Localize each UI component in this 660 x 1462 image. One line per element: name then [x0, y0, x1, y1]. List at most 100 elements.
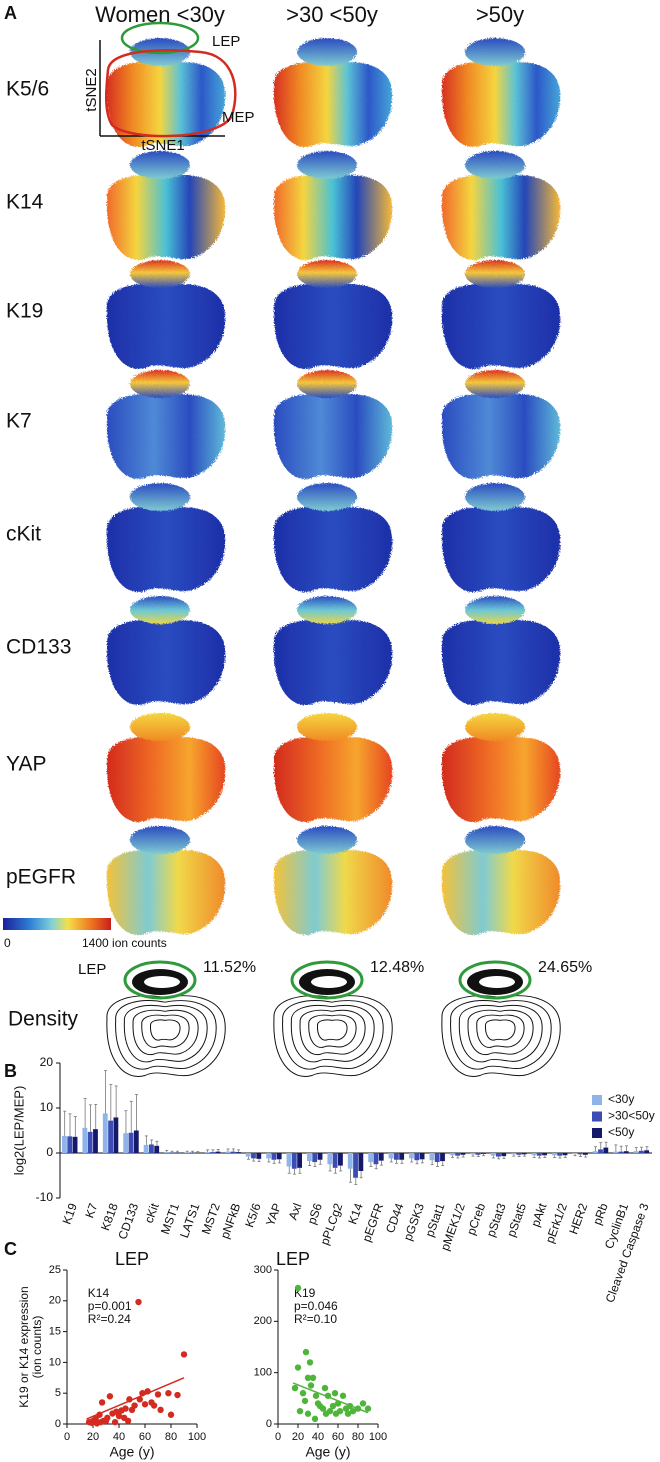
bar — [434, 1153, 440, 1162]
row-label: YAP — [6, 753, 46, 776]
tsne-map — [441, 826, 561, 936]
colorbar-max: 1400 ion counts — [82, 936, 167, 950]
density-contour — [458, 1004, 543, 1063]
density-label: Density — [8, 1008, 79, 1031]
bar — [245, 1153, 251, 1157]
point — [319, 1405, 327, 1412]
legend-swatch — [592, 1095, 602, 1105]
bar — [210, 1152, 216, 1153]
lep-label: LEP — [212, 33, 240, 50]
bar — [388, 1153, 394, 1159]
bar — [286, 1153, 292, 1167]
bar — [225, 1151, 231, 1153]
tsne-body — [106, 507, 226, 593]
y-tick-label: 0 — [266, 1418, 272, 1430]
tsne-body — [441, 62, 561, 148]
chart-title: LEP — [115, 1249, 149, 1269]
tsne-map — [273, 826, 393, 936]
tsne1-label: tSNE1 — [141, 137, 184, 154]
bar — [358, 1153, 364, 1171]
tsne-map — [273, 370, 393, 480]
x-tick-label: K19 — [60, 1201, 81, 1226]
panel-label: A — [4, 3, 17, 23]
bar — [312, 1153, 318, 1162]
mep-label: MEP — [222, 109, 255, 126]
y-tick-label: 20 — [40, 1055, 54, 1069]
point — [321, 1384, 329, 1392]
bar — [72, 1136, 78, 1153]
x-tick-label: pRb — [590, 1201, 611, 1227]
tsne-body — [441, 507, 561, 593]
point — [106, 1393, 114, 1400]
legend-swatch — [592, 1111, 602, 1122]
tsne-body — [441, 850, 561, 936]
tsne-body — [273, 737, 393, 823]
bar — [572, 1153, 578, 1154]
density-gate — [123, 960, 197, 1000]
column-header: >50y — [476, 2, 524, 27]
y-tick-label: -10 — [36, 1190, 54, 1204]
tsne-map — [106, 260, 226, 370]
tsne-body — [273, 394, 393, 480]
bar — [67, 1136, 73, 1153]
bar — [613, 1151, 619, 1153]
bar — [215, 1151, 221, 1153]
y-tick-label: 10 — [40, 1100, 54, 1114]
bar — [531, 1153, 537, 1156]
tsne-lobe — [297, 260, 357, 288]
tsne-map — [106, 826, 226, 936]
panel-label: B — [4, 1061, 17, 1081]
mep-gate — [105, 49, 237, 138]
tsne-map — [441, 260, 561, 370]
point — [359, 1400, 367, 1407]
bar — [256, 1153, 262, 1159]
column-header: >30 <50y — [286, 2, 378, 27]
bar — [338, 1153, 343, 1166]
point — [301, 1397, 309, 1405]
density-percent: 11.52% — [203, 959, 256, 976]
density-contour — [132, 1009, 199, 1056]
density-contour — [450, 1000, 552, 1070]
x-tick-label: 60 — [139, 1431, 151, 1443]
density-contour — [115, 1000, 217, 1070]
annotation: R²=0.10 — [294, 1312, 337, 1326]
row-label: K5/6 — [6, 78, 49, 101]
tsne-lobe — [130, 713, 190, 741]
tsne-body — [273, 62, 393, 148]
tsne-lobe — [297, 370, 357, 398]
bar — [618, 1151, 624, 1153]
tsne-map — [273, 260, 393, 370]
bar — [82, 1127, 88, 1153]
density-lobe-core — [144, 976, 180, 988]
tsne-body — [273, 850, 393, 936]
point — [304, 1374, 312, 1382]
density-percent: 24.65% — [538, 959, 592, 976]
tsne-body — [441, 175, 561, 261]
y-tick-label: 300 — [254, 1264, 272, 1276]
tsne-body — [441, 737, 561, 823]
bar — [536, 1153, 542, 1156]
point — [167, 1411, 175, 1418]
tsne-map — [106, 370, 226, 480]
tsne-map — [106, 151, 226, 261]
tsne-lobe — [465, 260, 525, 288]
bar — [409, 1153, 414, 1159]
x-tick-label: K7 — [82, 1201, 100, 1220]
point — [115, 1412, 123, 1420]
bar — [521, 1153, 527, 1155]
row-label: K7 — [6, 410, 32, 433]
trend-line — [292, 1382, 369, 1414]
density-contour — [316, 1019, 348, 1041]
tsne-map — [273, 713, 393, 823]
tsne-body — [441, 620, 561, 706]
bar — [496, 1153, 501, 1157]
x-tick-label: 20 — [292, 1431, 304, 1443]
tsne-lobe — [465, 370, 525, 398]
y-tick-label: 100 — [254, 1367, 272, 1379]
bar — [271, 1153, 277, 1160]
x-tick-label: 0 — [64, 1431, 70, 1443]
bar — [480, 1153, 486, 1154]
x-tick-label: cKit — [142, 1201, 162, 1225]
point — [304, 1410, 312, 1417]
bar — [551, 1153, 557, 1156]
